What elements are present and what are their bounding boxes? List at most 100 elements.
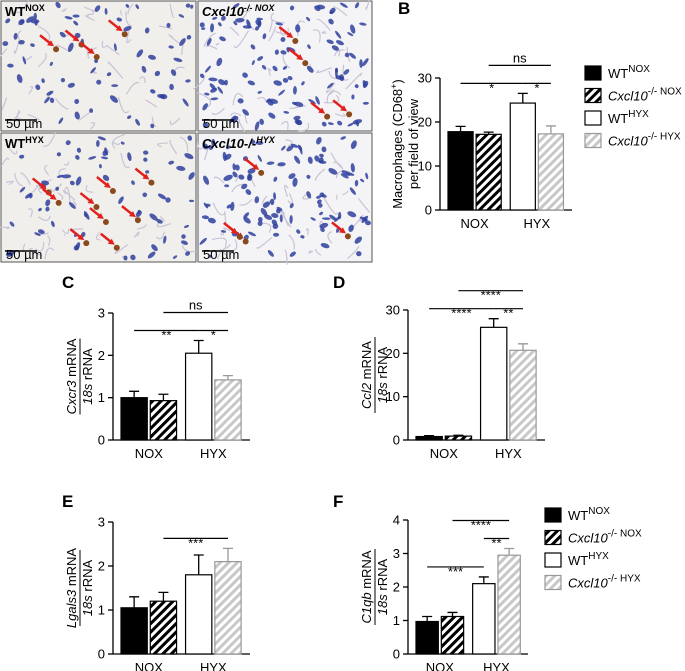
nucleus xyxy=(226,204,232,209)
nucleus xyxy=(201,27,206,30)
nucleus xyxy=(344,52,350,58)
nucleus xyxy=(274,49,279,55)
nucleus xyxy=(257,19,262,28)
y-label-gene: 18s xyxy=(80,595,95,616)
y-label-denominator: 18s rRNA xyxy=(375,346,390,403)
y-label-gene: Cxcr3 xyxy=(64,380,79,415)
legend-swatch xyxy=(544,574,562,591)
tissue-fiber xyxy=(28,208,33,218)
y-label-unit: rRNA xyxy=(80,348,95,380)
nucleus xyxy=(280,37,286,43)
red-arrow-head xyxy=(47,40,55,47)
nucleus xyxy=(339,74,345,82)
nucleus xyxy=(45,199,51,207)
tissue-fiber xyxy=(330,152,342,168)
tissue-fiber xyxy=(5,180,14,186)
bar xyxy=(120,397,148,441)
red-arrow-head xyxy=(103,181,111,188)
tissue-fiber xyxy=(169,3,174,18)
nucleus xyxy=(59,31,66,38)
micrograph-label: Cxcl10-/- NOX xyxy=(202,3,275,19)
tissue-fiber xyxy=(13,172,24,187)
legend-name: WT xyxy=(568,553,588,568)
nucleus xyxy=(203,175,210,185)
nucleus xyxy=(76,147,82,153)
nucleus xyxy=(232,171,238,178)
nucleus xyxy=(176,165,186,171)
bar xyxy=(214,560,242,655)
nucleus xyxy=(359,59,363,68)
nucleus xyxy=(208,254,213,258)
red-arrow xyxy=(79,192,92,203)
nucleus xyxy=(202,103,208,111)
nucleus xyxy=(120,141,125,145)
tissue-fiber xyxy=(289,105,306,110)
nucleus xyxy=(359,216,368,221)
nucleus xyxy=(289,251,296,257)
tissue-fiber xyxy=(125,11,132,27)
tissue-fiber xyxy=(90,122,96,130)
tissue-fiber xyxy=(136,224,147,230)
red-arrow xyxy=(332,99,344,110)
nucleus xyxy=(81,231,86,238)
tissue-fiber xyxy=(256,237,273,249)
nucleus xyxy=(350,140,357,150)
bar xyxy=(120,607,148,655)
nucleus xyxy=(273,192,277,200)
tissue-fiber xyxy=(347,245,360,260)
macrophage xyxy=(109,187,116,194)
tissue-fiber xyxy=(323,94,340,104)
red-arrow xyxy=(223,221,235,232)
red-arrow-head xyxy=(72,35,80,42)
bar xyxy=(475,133,502,211)
red-arrow xyxy=(31,177,44,188)
tissue-fiber xyxy=(119,10,123,16)
tissue-fiber xyxy=(107,61,124,79)
tissue-fiber xyxy=(267,67,272,76)
nucleus xyxy=(329,7,336,14)
y-label-numerator: C1qb mRNA xyxy=(359,550,374,623)
nucleus xyxy=(339,2,348,8)
nucleus xyxy=(224,153,232,160)
significance-label: **** xyxy=(471,517,491,532)
error-bar xyxy=(129,390,140,398)
y-tick-label: 0 xyxy=(425,203,432,218)
legend-sup: HYX xyxy=(628,109,649,120)
x-tick-label: HYX xyxy=(523,216,550,231)
nucleus xyxy=(350,24,356,34)
red-arrow xyxy=(288,48,301,59)
nucleus xyxy=(306,65,314,73)
nucleus xyxy=(259,118,264,125)
nucleus xyxy=(267,250,274,257)
nucleus xyxy=(212,16,218,20)
bar xyxy=(472,583,496,655)
nucleus xyxy=(264,214,273,220)
nucleus xyxy=(294,119,302,125)
tissue-fiber xyxy=(169,117,181,126)
macrophage xyxy=(53,46,60,53)
tissue-fiber xyxy=(50,183,63,192)
nucleus xyxy=(355,120,359,127)
macrophage xyxy=(344,233,351,240)
tissue-fiber xyxy=(329,90,342,96)
tissue-fiber xyxy=(47,235,51,247)
nucleus xyxy=(102,174,110,182)
nucleus xyxy=(20,19,25,24)
tissue-fiber xyxy=(181,245,197,253)
y-label-numerator: Cxcr3 mRNA xyxy=(64,338,79,414)
tissue-fiber xyxy=(34,241,45,252)
nucleus xyxy=(56,152,62,157)
nucleus xyxy=(287,76,293,81)
nucleus xyxy=(181,234,186,239)
tissue-fiber xyxy=(44,247,55,260)
nucleus xyxy=(329,214,337,221)
legend-sup: NOX xyxy=(628,64,650,75)
bar xyxy=(184,574,213,655)
nucleus xyxy=(224,184,230,188)
nucleus xyxy=(269,98,279,104)
nucleus xyxy=(178,14,185,18)
tissue-fiber xyxy=(168,34,180,44)
nucleus xyxy=(257,56,264,61)
macrophage xyxy=(113,244,120,251)
